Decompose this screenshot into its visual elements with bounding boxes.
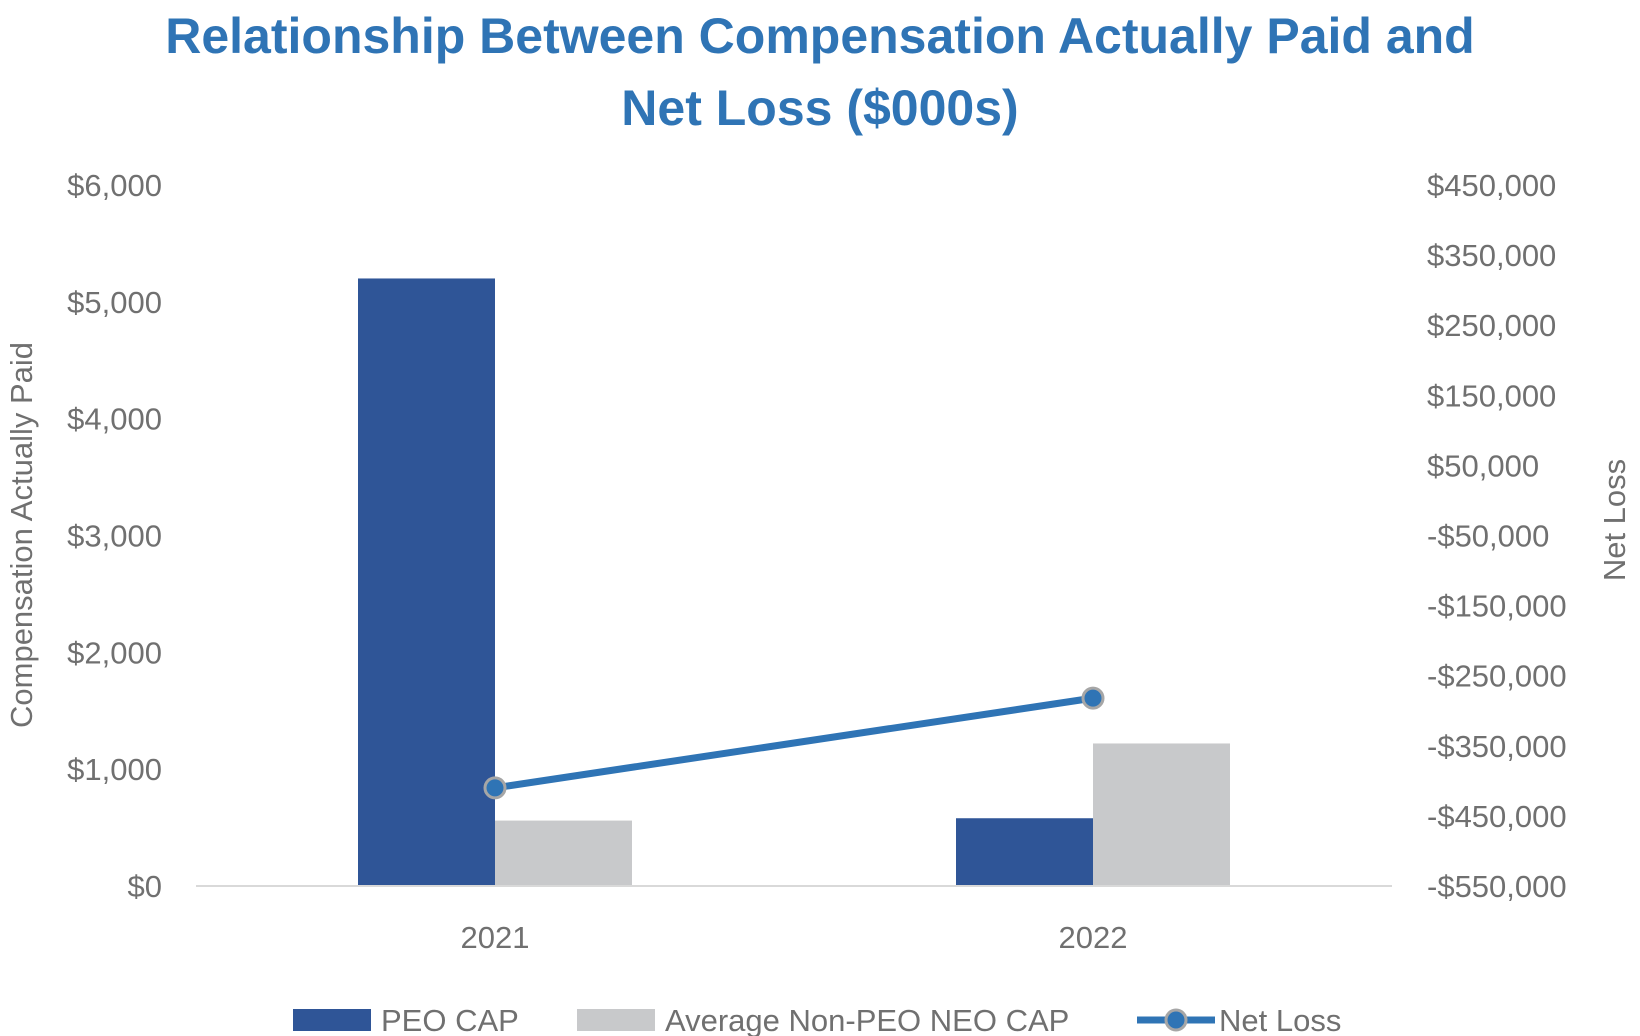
y2-tick-label: -$50,000	[1427, 519, 1549, 554]
y-tick-label: $4,000	[67, 402, 162, 437]
y2-axis-ticks: -$550,000 -$450,000 -$350,000 -$250,000 -$15…	[1427, 168, 1567, 904]
legend-label-net-loss: Net Loss	[1219, 1003, 1341, 1036]
bar-peo-cap-2022	[956, 818, 1093, 886]
chart-title-line-1: Relationship Between Compensation Actual…	[165, 8, 1475, 64]
chart-title: Relationship Between Compensation Actual…	[0, 0, 1640, 144]
y-axis-ticks: $0 $1,000 $2,000 $3,000 $4,000 $5,000 $6,000	[67, 168, 162, 904]
net-loss-marker-2021	[483, 776, 507, 800]
y2-tick-label: -$450,000	[1427, 799, 1567, 834]
y-axis-title: Compensation Actually Paid	[4, 342, 39, 728]
y2-tick-label: $50,000	[1427, 448, 1539, 483]
y-tick-label: $5,000	[67, 285, 162, 320]
legend-label-average-non-peo-neo-cap: Average Non-PEO NEO CAP	[665, 1003, 1069, 1036]
x-tick-label: 2021	[461, 920, 530, 955]
chart-title-line-2: Net Loss ($000s)	[621, 80, 1019, 136]
net-loss-marker-2022	[1081, 686, 1105, 710]
legend-swatch-peo-cap	[293, 1009, 371, 1031]
y2-tick-label: $450,000	[1427, 168, 1556, 203]
bar-average-non-peo-neo-cap-2021	[495, 820, 632, 886]
y2-tick-label: -$550,000	[1427, 869, 1567, 904]
y-tick-label: $6,000	[67, 168, 162, 203]
y2-tick-label: -$250,000	[1427, 659, 1567, 694]
y2-tick-label: -$350,000	[1427, 729, 1567, 764]
legend-label-peo-cap: PEO CAP	[381, 1003, 519, 1036]
y-tick-label: $3,000	[67, 519, 162, 554]
x-axis-ticks: 2021 2022	[461, 920, 1128, 955]
y2-tick-label: $350,000	[1427, 238, 1556, 273]
bar-average-non-peo-neo-cap-2022	[1093, 743, 1230, 886]
legend-marker-net-loss	[1164, 1008, 1188, 1032]
net-loss-line	[494, 694, 1094, 792]
line-series	[483, 686, 1105, 800]
bar-series	[358, 278, 1230, 886]
y2-tick-label: $150,000	[1427, 378, 1556, 413]
bar-peo-cap-2021	[358, 278, 495, 886]
y-tick-label: $1,000	[67, 752, 162, 787]
x-tick-label: 2022	[1059, 920, 1128, 955]
y-tick-label: $2,000	[67, 635, 162, 670]
y2-axis-title: Net Loss	[1597, 459, 1632, 581]
legend-swatch-average-non-peo-neo-cap	[577, 1009, 655, 1031]
legend: PEO CAP Average Non-PEO NEO CAP Net Loss	[293, 1003, 1341, 1036]
y2-tick-label: $250,000	[1427, 308, 1556, 343]
y2-tick-label: -$150,000	[1427, 589, 1567, 624]
y-tick-label: $0	[128, 869, 162, 904]
